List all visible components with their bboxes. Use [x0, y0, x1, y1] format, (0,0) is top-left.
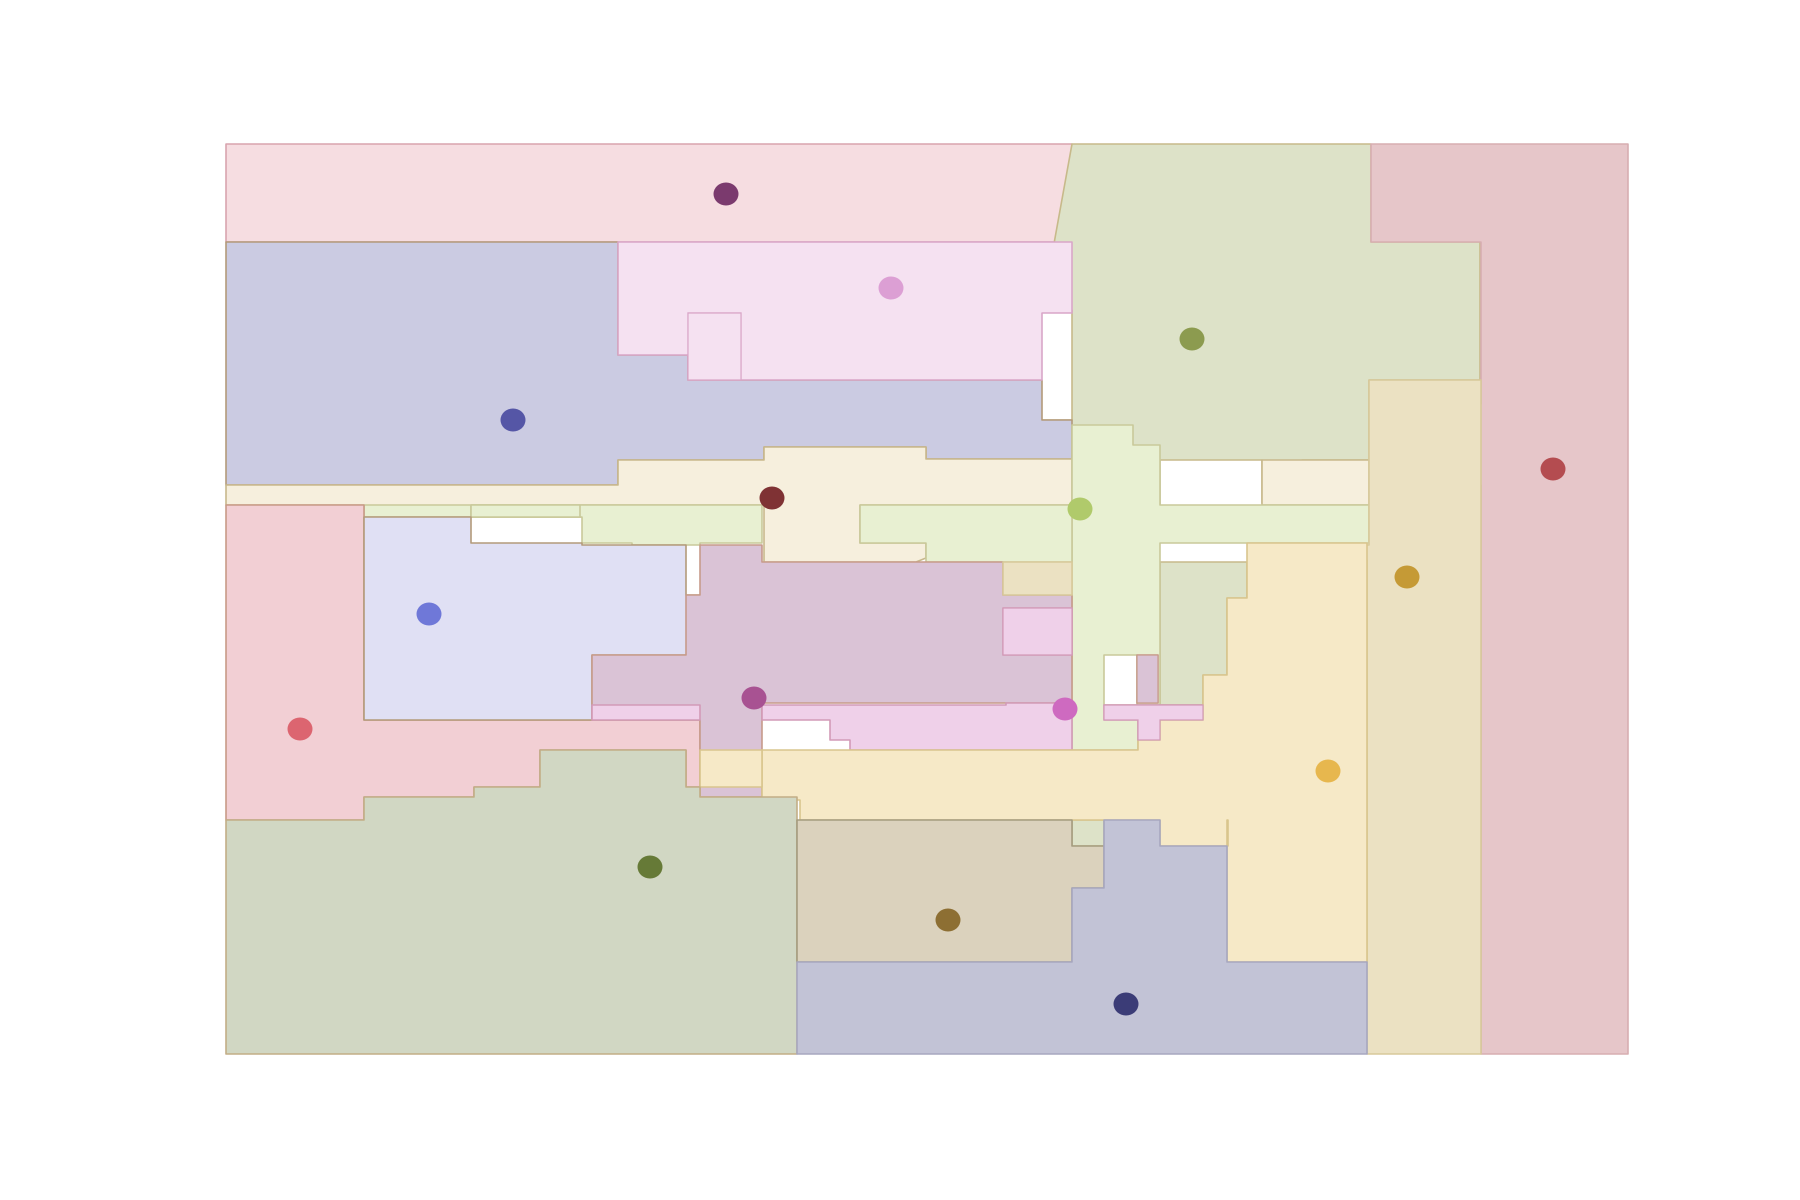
region-center-pink-strip-part-2 [761, 702, 1073, 751]
site-marker-site-14 [637, 855, 663, 879]
site-marker-site-15 [935, 908, 961, 932]
region-bottom-slate [796, 819, 1368, 1055]
site-marker-site-13 [1315, 759, 1341, 783]
site-marker-site-16 [1113, 992, 1139, 1016]
region-right-yellow-part-2 [699, 749, 763, 788]
region-inset-2 [1136, 654, 1159, 704]
site-marker-site-5 [1540, 457, 1566, 481]
site-marker-site-11 [1052, 697, 1078, 721]
site-marker-site-4 [500, 408, 526, 432]
site-marker-site-10 [741, 686, 767, 710]
region-bottom-tan [796, 819, 1105, 963]
region-top-left-pink [225, 143, 1073, 243]
regions-layer [225, 143, 1629, 1055]
sites-layer [287, 182, 1566, 1016]
region-center-pink-strip-part-1 [591, 704, 701, 721]
site-marker-site-2 [878, 276, 904, 300]
region-inset-1 [1002, 607, 1073, 656]
region-inset-3 [1103, 704, 1204, 741]
region-middle-cream-part-2 [1261, 459, 1370, 506]
site-marker-site-3 [1179, 327, 1205, 351]
region-right-beige-column-part-2 [1002, 561, 1073, 596]
site-marker-site-7 [1067, 497, 1093, 521]
site-marker-site-6 [759, 486, 785, 510]
region-top-right-sage-part-3 [1071, 819, 1105, 847]
region-inset-4 [687, 312, 742, 381]
site-marker-site-12 [287, 717, 313, 741]
site-marker-site-8 [1394, 565, 1420, 589]
site-marker-site-1 [713, 182, 739, 206]
site-marker-site-9 [416, 602, 442, 626]
region-middle-light-green-part-5 [470, 504, 581, 518]
